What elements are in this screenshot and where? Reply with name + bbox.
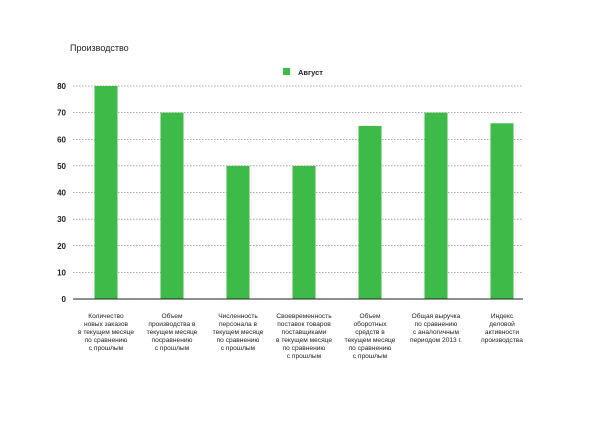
y-tick-label: 60	[57, 135, 66, 144]
y-tick-label: 0	[62, 295, 67, 304]
category-label-line: персонала в	[218, 321, 258, 328]
category-label-line: в текущем месяце	[275, 337, 333, 344]
bar	[358, 125, 382, 299]
category-label-line: посравнению	[151, 337, 193, 344]
y-tick-label: 80	[57, 82, 66, 91]
category-label-line: Своевременность	[276, 313, 332, 320]
category-label-line: производства	[481, 337, 523, 344]
grid-lines	[73, 85, 523, 273]
bar	[94, 86, 118, 299]
category-label-line: производства в	[148, 321, 196, 328]
category-label-line: Объем	[161, 313, 183, 320]
category-label-line: по сравнению	[348, 345, 392, 352]
category-label-line: поставок товаров	[277, 321, 331, 328]
category-label-line: Количество	[88, 313, 124, 320]
legend: Август	[283, 68, 323, 77]
category-label-line: оборотных	[353, 321, 387, 328]
category-label-line: текущем месяце	[344, 337, 396, 344]
category-label-line: Общая выручка	[411, 313, 461, 320]
bar	[424, 112, 448, 299]
category-label-line: деловой	[489, 321, 515, 328]
category-label: Численность персонала в текущем месяце по с…	[200, 313, 276, 353]
category-label-line: текущем месяце	[146, 329, 198, 336]
chart-title: Производство	[70, 43, 129, 53]
legend-swatch	[283, 68, 290, 75]
category-label: Объем производства в текущем месяце посравн…	[134, 313, 210, 353]
bar	[490, 123, 514, 300]
category-label: Количество новых заказов в текущем месяце п…	[68, 313, 144, 353]
category-label-line: в текущем месяце	[77, 329, 135, 336]
category-label-line: новых заказов	[83, 321, 129, 328]
category-label: Индекс деловой активности производства	[464, 313, 540, 345]
category-label: Своевременность поставок товаров поставщик…	[266, 313, 342, 361]
y-tick-label: 20	[57, 242, 66, 251]
category-label-line: периодом 2013 г.	[410, 337, 462, 344]
y-tick-label: 10	[57, 268, 66, 277]
category-label: Общая выручка по сравнению с аналогичным пе…	[398, 313, 474, 345]
category-label-line: Объем	[359, 313, 381, 320]
category-label-line: по сравнению	[216, 337, 260, 344]
y-tick-label: 50	[57, 162, 66, 171]
category-label-line: Индекс	[490, 313, 514, 320]
y-tick-label: 40	[57, 189, 66, 198]
category-label-line: по сравнению	[414, 321, 458, 328]
category-label-line: с прошлым	[88, 345, 124, 352]
legend-label: Август	[298, 68, 323, 77]
category-label-line: средств в	[355, 329, 385, 336]
category-label: Объем оборотных средств в текущем месяце по …	[332, 313, 408, 361]
bar	[292, 165, 316, 299]
category-label-line: Численность	[218, 313, 258, 320]
category-label-line: с аналогичным	[412, 329, 460, 336]
bars	[94, 86, 514, 300]
category-label-line: с прошлым	[286, 353, 322, 360]
y-tick-label: 30	[57, 215, 66, 224]
y-axis-ticks: 0 10 20 30 40 50 60 70 80	[57, 82, 66, 304]
category-label-line: с прошлым	[154, 345, 190, 352]
bar	[226, 165, 250, 299]
category-label-line: по сравнению	[84, 337, 128, 344]
category-label-line: текущем месяце	[212, 329, 264, 336]
category-label-line: по сравнению	[282, 345, 326, 352]
category-label-line: с прошлым	[352, 353, 388, 360]
y-tick-label: 70	[57, 109, 66, 118]
category-label-line: активности	[484, 329, 520, 336]
category-label-line: с прошлым	[220, 345, 256, 352]
category-label-line: поставщиками	[281, 329, 327, 336]
bar	[160, 112, 184, 299]
